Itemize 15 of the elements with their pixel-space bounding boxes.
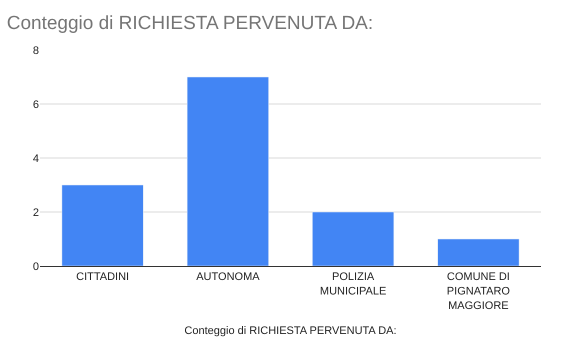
y-tick-label: 2 bbox=[32, 206, 39, 219]
x-tick-label: CITTADINI bbox=[76, 271, 130, 284]
bar bbox=[62, 184, 144, 266]
bar bbox=[312, 212, 394, 266]
bar bbox=[186, 76, 269, 266]
x-tick-label: COMUNE DI PIGNATARO MAGGIORE bbox=[446, 271, 510, 312]
y-tick-label: 6 bbox=[32, 98, 39, 111]
y-tick-label: 8 bbox=[32, 44, 39, 57]
x-tick-label: AUTONOMA bbox=[196, 271, 260, 284]
x-axis-title: Conteggio di RICHIESTA PERVENUTA DA: bbox=[184, 325, 397, 337]
bar bbox=[437, 238, 520, 266]
y-tick-label: 0 bbox=[32, 260, 39, 273]
x-tick-label: POLIZIA MUNICIPALE bbox=[320, 271, 386, 298]
chart-title: Conteggio di RICHIESTA PERVENUTA DA: bbox=[6, 12, 374, 34]
y-tick-label: 4 bbox=[32, 152, 39, 165]
